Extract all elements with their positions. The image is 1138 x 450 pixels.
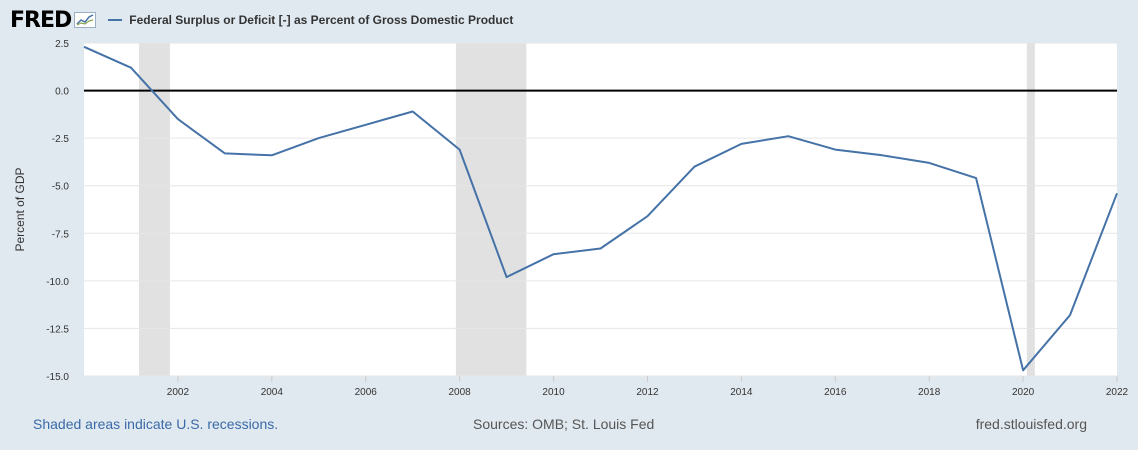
fred-logo[interactable]: FRED <box>10 7 97 33</box>
y-tick-label: 0.0 <box>55 87 69 98</box>
x-tick-label: 2008 <box>449 387 472 398</box>
x-tick-label: 2012 <box>636 387 659 398</box>
y-tick-label: -12.5 <box>46 324 69 335</box>
y-tick-label: -5.0 <box>52 182 70 193</box>
y-tick-label: -7.5 <box>52 229 70 240</box>
fred-logo-text: FRED <box>10 7 72 33</box>
x-tick-label: 2018 <box>918 387 941 398</box>
recession-band-1 <box>455 43 527 376</box>
plot-background <box>84 43 1117 376</box>
x-tick-label: 2014 <box>730 387 753 398</box>
site-link[interactable]: fred.stlouisfed.org <box>975 416 1087 432</box>
fred-graph-icon <box>74 12 97 28</box>
x-tick-label: 2004 <box>261 387 284 398</box>
y-tick-label: 2.5 <box>55 39 69 50</box>
y-tick-label: -2.5 <box>52 134 70 145</box>
x-tick-label: 2020 <box>1012 387 1035 398</box>
recession-band-2 <box>1026 43 1035 376</box>
x-tick-label: 2010 <box>542 387 565 398</box>
chart-legend[interactable]: Federal Surplus or Deficit [-] as Percen… <box>108 13 513 27</box>
recession-band-0 <box>138 43 170 376</box>
x-tick-label: 2022 <box>1106 387 1129 398</box>
recession-note: Shaded areas indicate U.S. recessions. <box>33 416 279 432</box>
x-tick-label: 2002 <box>167 387 190 398</box>
legend-label: Federal Surplus or Deficit [-] as Percen… <box>129 13 514 27</box>
legend-line-swatch <box>108 19 123 21</box>
sources-note: Sources: OMB; St. Louis Fed <box>473 416 655 432</box>
chart-header: FRED Federal Surplus or Deficit [-] as P… <box>10 7 513 33</box>
x-tick-label: 2006 <box>355 387 378 398</box>
y-axis-label: Percent of GDP <box>13 167 27 251</box>
x-tick-label: 2016 <box>824 387 847 398</box>
series-line-0 <box>83 45 1118 372</box>
y-tick-label: -15.0 <box>46 372 69 383</box>
y-tick-label: -10.0 <box>46 277 69 288</box>
